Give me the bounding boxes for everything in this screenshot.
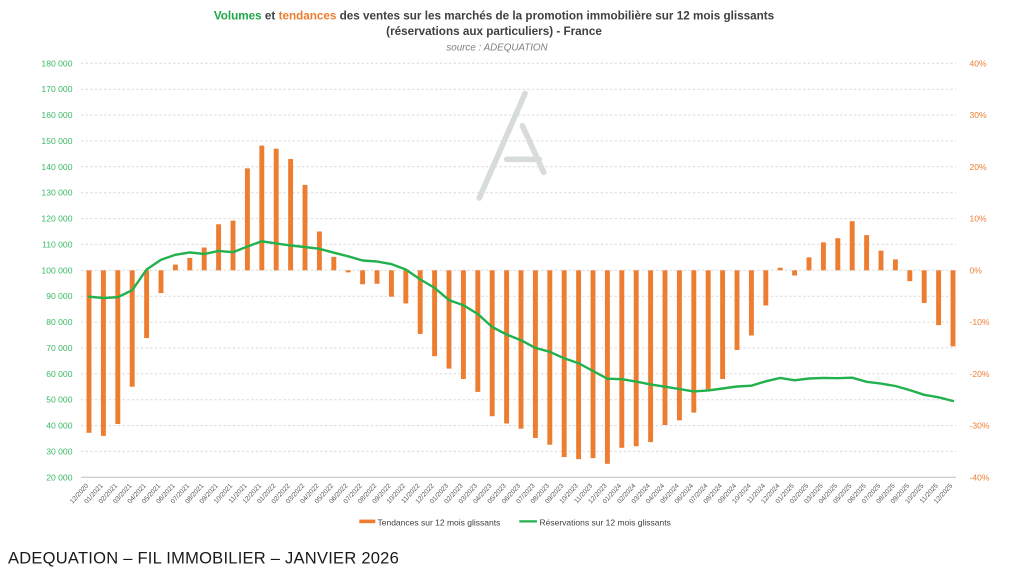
- svg-text:(réservations aux particuliers: (réservations aux particuliers) - France: [386, 25, 602, 38]
- svg-text:20%: 20%: [970, 162, 988, 172]
- svg-text:40%: 40%: [970, 58, 988, 68]
- svg-text:source : ADEQUATION: source : ADEQUATION: [446, 42, 548, 53]
- svg-text:50 000: 50 000: [46, 395, 73, 405]
- svg-text:170 000: 170 000: [41, 84, 72, 94]
- svg-text:160 000: 160 000: [41, 110, 72, 120]
- svg-text:-10%: -10%: [970, 317, 990, 327]
- svg-text:110 000: 110 000: [42, 239, 73, 249]
- svg-text:140 000: 140 000: [41, 162, 72, 172]
- svg-text:40 000: 40 000: [46, 421, 73, 431]
- svg-text:-30%: -30%: [970, 421, 990, 431]
- svg-text:100 000: 100 000: [41, 265, 72, 275]
- svg-text:ADEQUATION – FIL IMMOBILIER –: ADEQUATION – FIL IMMOBILIER – JANVIER 20…: [8, 550, 399, 568]
- svg-text:70 000: 70 000: [46, 343, 73, 353]
- svg-text:20 000: 20 000: [46, 472, 73, 482]
- svg-text:80 000: 80 000: [46, 317, 73, 327]
- svg-text:150 000: 150 000: [41, 136, 72, 146]
- svg-text:Tendances sur 12 mois glissant: Tendances sur 12 mois glissants: [378, 518, 501, 528]
- svg-text:Volumes et tendances des vente: Volumes et tendances des ventes sur les …: [214, 9, 775, 22]
- svg-text:-40%: -40%: [970, 472, 990, 482]
- svg-text:120 000: 120 000: [41, 214, 72, 224]
- svg-text:-20%: -20%: [970, 369, 990, 379]
- svg-text:130 000: 130 000: [41, 188, 72, 198]
- svg-text:30%: 30%: [970, 110, 988, 120]
- svg-text:30 000: 30 000: [46, 446, 73, 456]
- svg-text:180 000: 180 000: [41, 58, 72, 68]
- svg-text:90 000: 90 000: [46, 291, 73, 301]
- svg-text:60 000: 60 000: [46, 369, 73, 379]
- svg-text:10%: 10%: [970, 214, 988, 224]
- svg-text:0%: 0%: [970, 265, 983, 275]
- svg-text:Réservations sur 12 mois gliss: Réservations sur 12 mois glissants: [540, 518, 671, 528]
